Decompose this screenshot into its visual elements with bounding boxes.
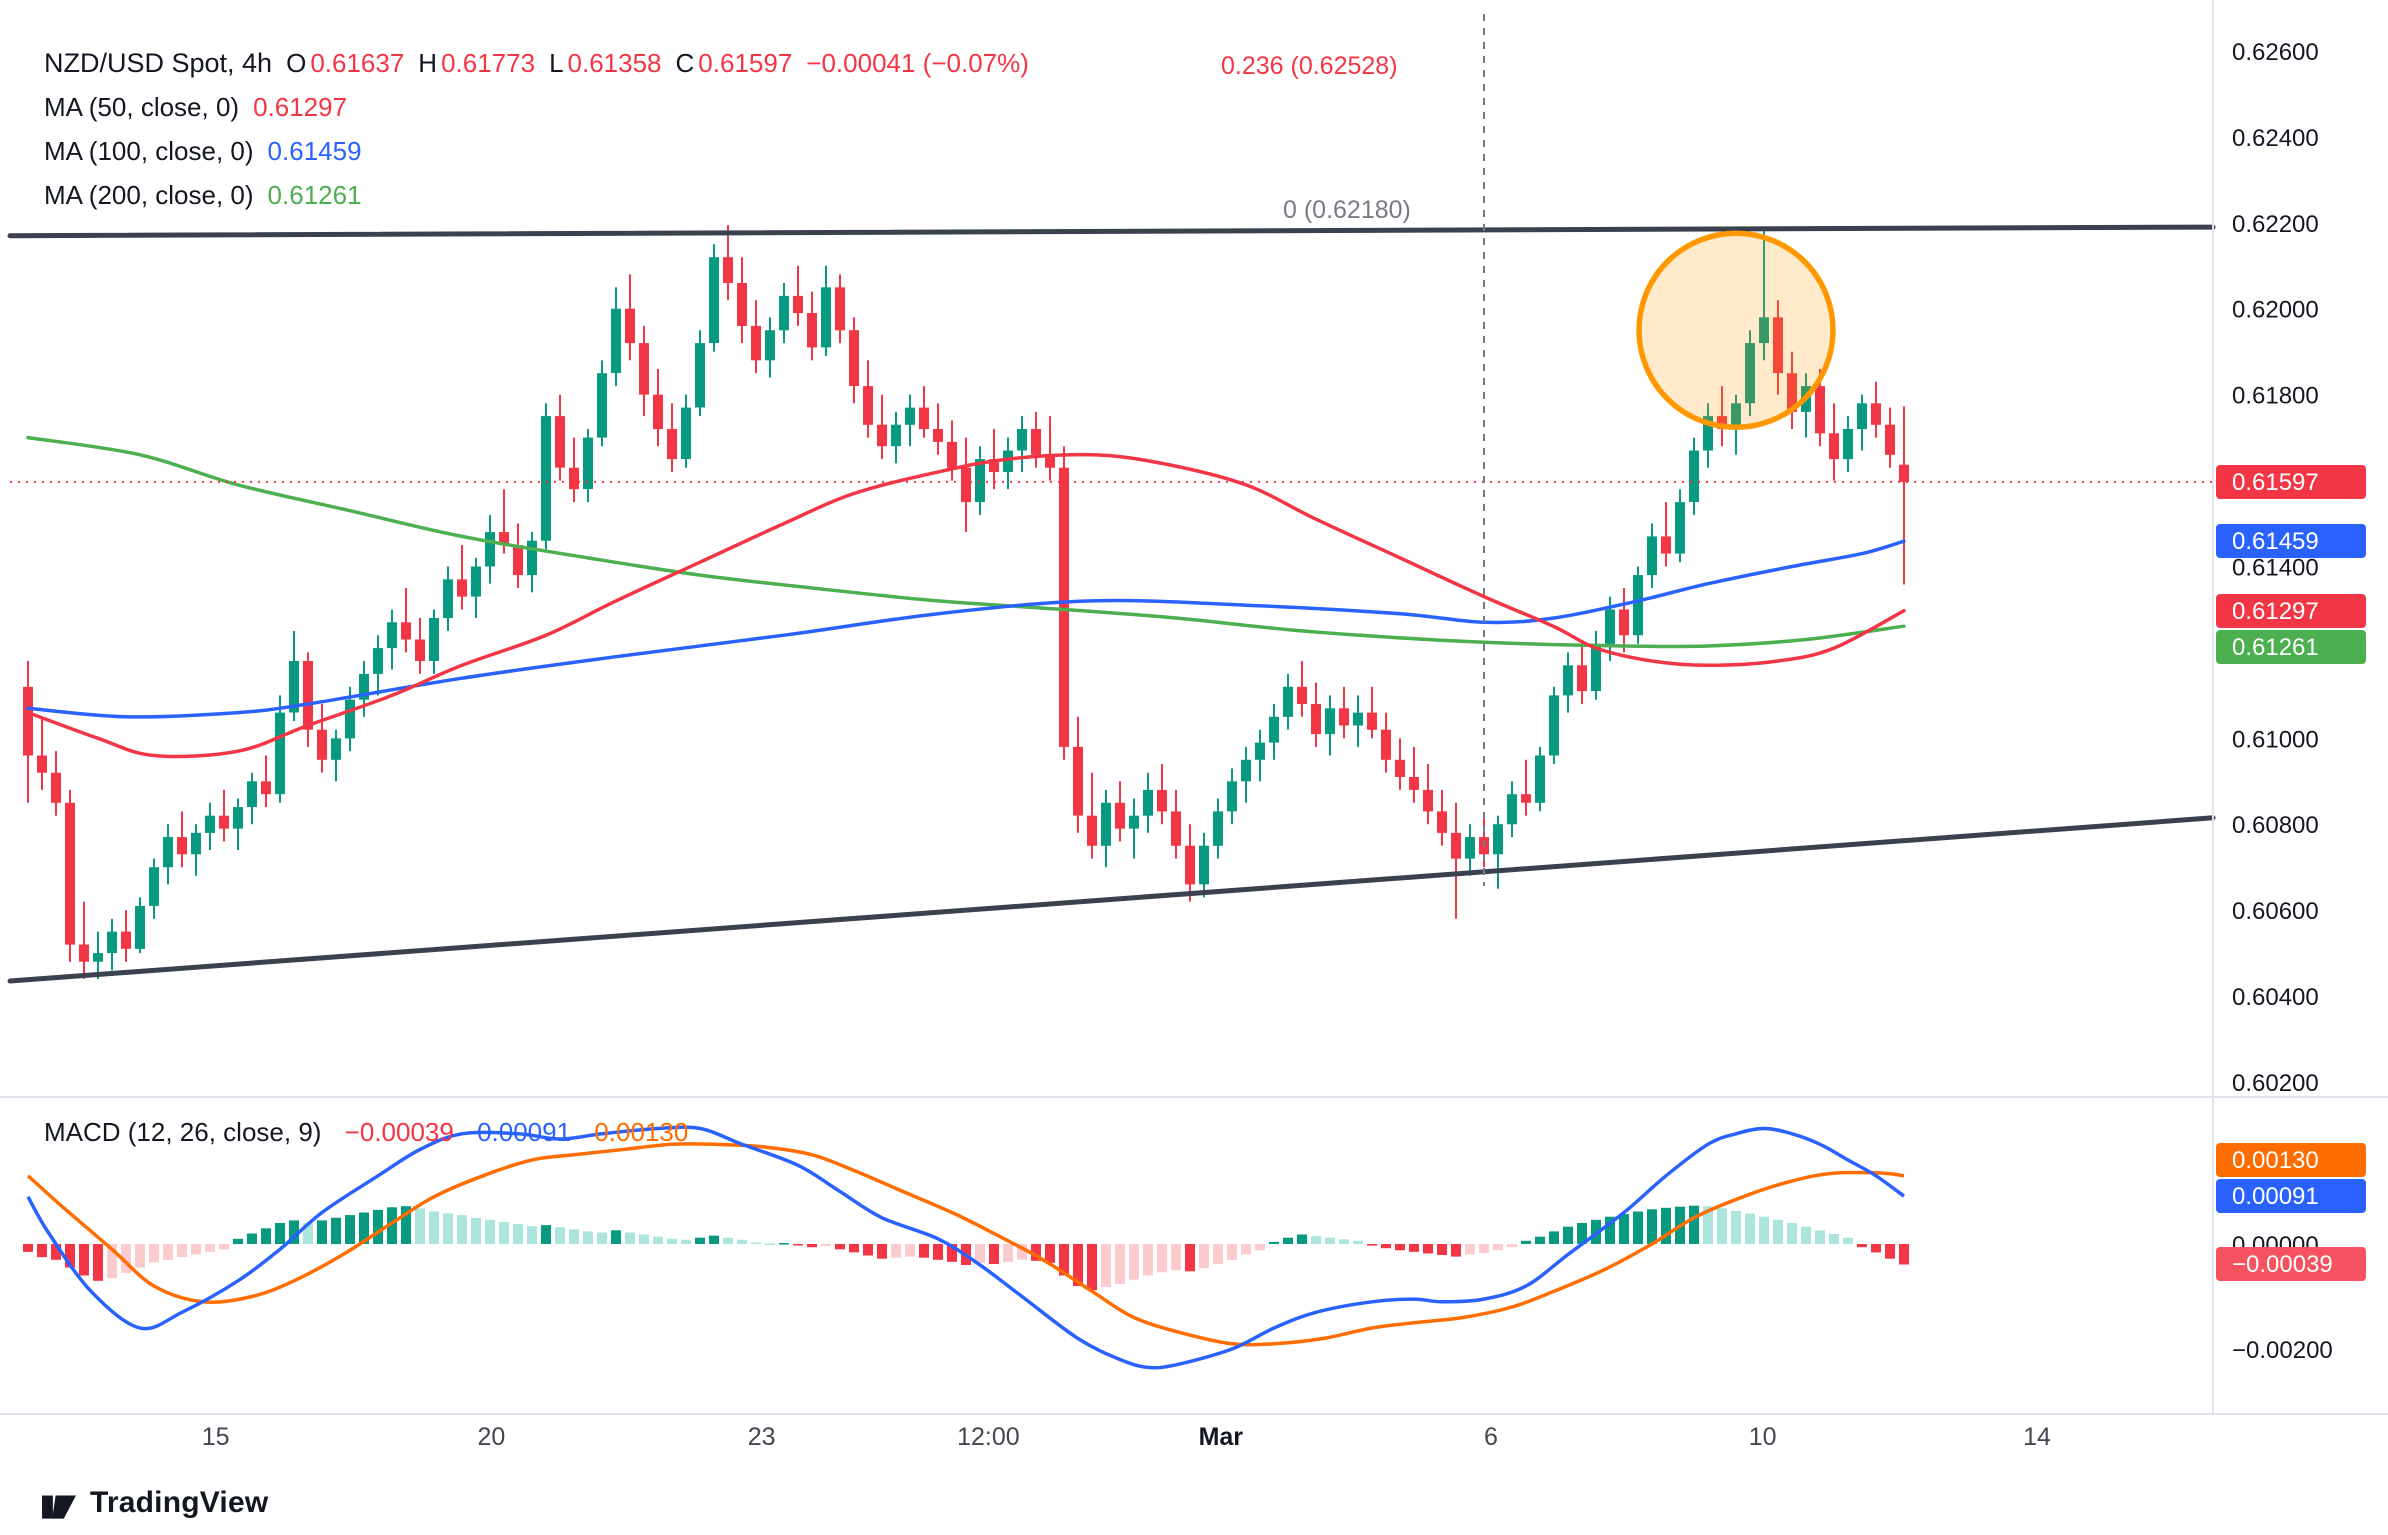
- ma50-price-badge: 0.61297: [2216, 594, 2366, 628]
- macd-hist-value: −0.00039: [344, 1117, 454, 1147]
- price-axis-tick[interactable]: 0.60400: [2232, 984, 2319, 1011]
- upper-resistance-trendline[interactable]: [7, 224, 2216, 239]
- fib-level-0236-label[interactable]: 0.236 (0.62528): [1221, 52, 1398, 80]
- lower-support-trendline[interactable]: [7, 815, 2216, 984]
- price-axis-tick[interactable]: 0.60200: [2232, 1070, 2319, 1097]
- ma50-label: MA (50, close, 0): [44, 92, 240, 122]
- macd-signal-line: [26, 1142, 1905, 1347]
- macd-legend-row[interactable]: MACD (12, 26, close, 9) −0.00039 0.00091…: [44, 1117, 704, 1148]
- price-axis-tick[interactable]: 0.62200: [2232, 211, 2319, 238]
- ma200-label: MA (200, close, 0): [44, 180, 254, 210]
- price-axis-tick[interactable]: 0.61000: [2232, 726, 2319, 753]
- ma-100-line: [26, 539, 1906, 719]
- price-axis-tick[interactable]: 0.62600: [2232, 39, 2319, 66]
- time-axis-label[interactable]: 14: [2023, 1423, 2051, 1451]
- close-value: 0.61597: [698, 48, 793, 78]
- macd-signal-badge: 0.00130: [2216, 1143, 2366, 1177]
- macd-line-badge: 0.00091: [2216, 1179, 2366, 1213]
- time-axis-label[interactable]: Mar: [1199, 1423, 1244, 1451]
- high-value: 0.61773: [441, 48, 536, 78]
- current-price-badge: 0.61597: [2216, 465, 2366, 499]
- macd-line-value: 0.00091: [477, 1117, 572, 1147]
- macd-hist-badge: −0.00039: [2216, 1247, 2366, 1281]
- macd-label: MACD (12, 26, close, 9): [44, 1117, 322, 1147]
- tradingview-logo-text: TradingView: [90, 1486, 269, 1519]
- time-axis-label[interactable]: 23: [748, 1423, 776, 1451]
- time-axis-label[interactable]: 10: [1749, 1423, 1777, 1451]
- ma100-label: MA (100, close, 0): [44, 136, 254, 166]
- time-axis-label[interactable]: 20: [477, 1423, 505, 1451]
- ma200-legend-row[interactable]: MA (200, close, 0) 0.61261: [44, 180, 1029, 211]
- ma100-legend-row[interactable]: MA (100, close, 0) 0.61459: [44, 136, 1029, 167]
- highlight-circle[interactable]: [1636, 230, 1836, 430]
- ma-50-line: [26, 452, 1906, 759]
- low-label: L: [549, 48, 564, 78]
- legend-panel: NZD/USD Spot, 4h O 0.61637 H 0.61773 L 0…: [44, 48, 1029, 211]
- symbol-legend-row[interactable]: NZD/USD Spot, 4h O 0.61637 H 0.61773 L 0…: [44, 48, 1029, 79]
- price-axis-tick[interactable]: 0.62400: [2232, 125, 2319, 152]
- high-label: H: [418, 48, 438, 78]
- ma50-value: 0.61297: [253, 92, 348, 122]
- change-value: −0.00041 (−0.07%): [806, 48, 1029, 78]
- ma200-value: 0.61261: [267, 180, 362, 210]
- macd-axis-tick[interactable]: −0.00200: [2232, 1337, 2333, 1364]
- fib-level-0-label[interactable]: 0 (0.62180): [1283, 196, 1411, 224]
- tradingview-watermark[interactable]: TradingView: [40, 1484, 268, 1522]
- price-axis-tick[interactable]: 0.60800: [2232, 812, 2319, 839]
- ma-200-line: [26, 435, 1906, 649]
- price-axis-tick[interactable]: 0.61400: [2232, 555, 2319, 582]
- ma100-value: 0.61459: [267, 136, 362, 166]
- ma100-price-badge: 0.61459: [2216, 524, 2366, 558]
- price-axis-tick[interactable]: 0.62000: [2232, 297, 2319, 324]
- close-label: C: [675, 48, 695, 78]
- open-label: O: [286, 48, 307, 78]
- macd-signal-value: 0.00130: [594, 1117, 689, 1147]
- time-axis-label[interactable]: 6: [1484, 1423, 1498, 1451]
- symbol-title: NZD/USD Spot, 4h: [44, 48, 273, 78]
- open-value: 0.61637: [310, 48, 405, 78]
- macd-histogram: [23, 1205, 1909, 1291]
- tradingview-logo-icon: [42, 1495, 76, 1519]
- ma50-legend-row[interactable]: MA (50, close, 0) 0.61297: [44, 92, 1029, 123]
- price-axis-tick[interactable]: 0.61800: [2232, 383, 2319, 410]
- time-axis-label[interactable]: 12:00: [957, 1423, 1020, 1451]
- time-axis-label[interactable]: 15: [202, 1423, 230, 1451]
- price-axis-tick[interactable]: 0.60600: [2232, 898, 2319, 925]
- ma200-price-badge: 0.61261: [2216, 630, 2366, 664]
- low-value: 0.61358: [567, 48, 662, 78]
- candlestick-series: [23, 225, 1909, 979]
- macd-line: [26, 1125, 1906, 1370]
